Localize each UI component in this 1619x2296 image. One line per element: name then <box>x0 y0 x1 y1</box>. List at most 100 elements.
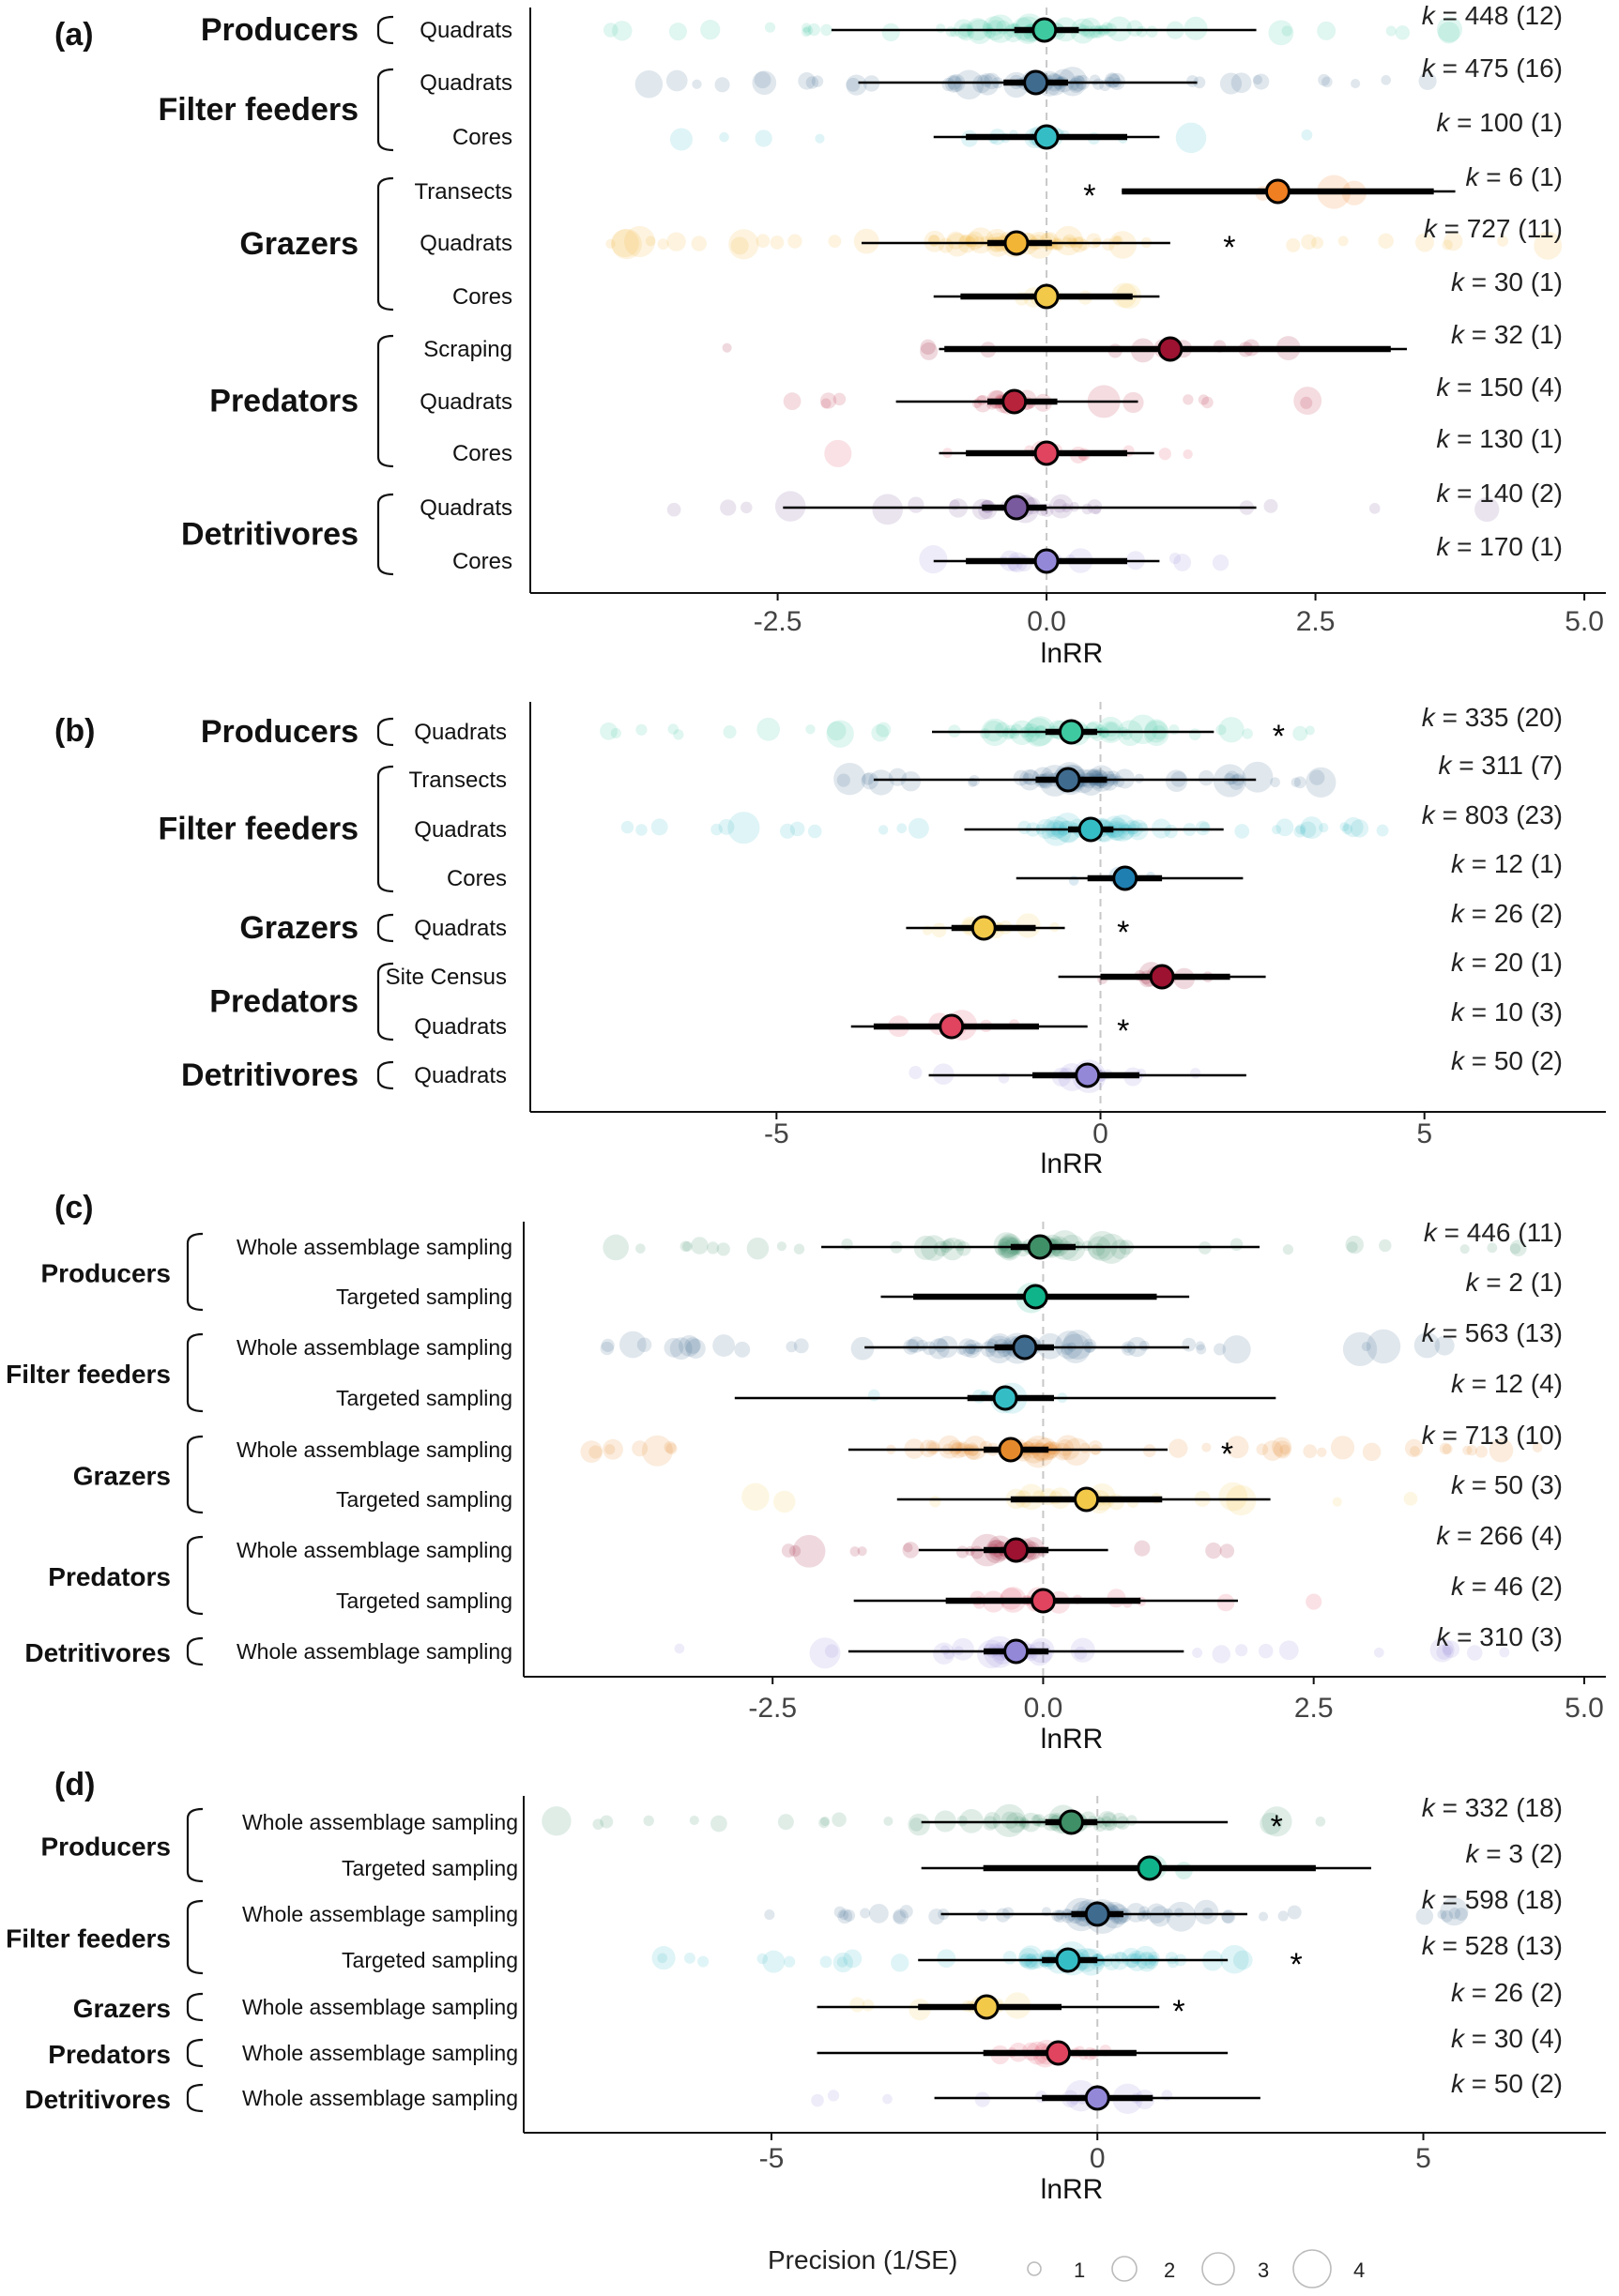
effect-size-point <box>1214 1343 1227 1356</box>
group-bracket <box>186 2083 204 2113</box>
effect-size-point <box>833 1906 847 1919</box>
effect-size-point <box>1000 1811 1019 1830</box>
group-label: Producers <box>41 1259 172 1288</box>
effect-size-point <box>849 1546 861 1557</box>
x-tick-label: -2.5 <box>754 606 802 637</box>
effect-size-point <box>850 1336 875 1361</box>
effect-size-point <box>987 20 1004 36</box>
k-annotation: k = 448 (12) <box>1422 1 1563 30</box>
legend-label-3: 3 <box>1258 2258 1269 2282</box>
effect-size-point <box>933 1338 948 1353</box>
effect-size-point <box>665 1442 678 1455</box>
effect-size-point <box>1299 821 1317 839</box>
effect-size-point <box>976 395 987 405</box>
effect-size-point <box>1268 20 1294 46</box>
effect-row <box>764 1897 1469 1934</box>
row-label: Targeted sampling <box>336 1589 512 1613</box>
effect-size-point <box>1509 1239 1527 1257</box>
x-tick-label: 5 <box>1415 2143 1431 2174</box>
effect-size-point <box>1347 1241 1358 1253</box>
effect-size-point <box>811 2093 824 2107</box>
effect-size-point <box>1317 21 1336 40</box>
effect-size-point <box>837 1908 853 1924</box>
effect-size-point <box>728 229 759 260</box>
effect-size-point <box>714 77 730 93</box>
effect-size-point <box>805 724 816 735</box>
group-bracket <box>376 68 394 152</box>
effect-size-point <box>1195 1341 1205 1351</box>
effect-size-point <box>612 21 633 41</box>
significance-asterisk: * <box>1172 1994 1184 2030</box>
effect-size-point <box>650 818 668 836</box>
k-annotation: k = 803 (23) <box>1422 800 1563 829</box>
effect-size-point <box>1499 1647 1510 1658</box>
effect-row <box>909 1059 1246 1093</box>
effect-size-point <box>998 1237 1021 1261</box>
effect-size-point <box>936 23 946 34</box>
effect-size-point <box>719 131 729 143</box>
effect-size-point <box>764 22 776 33</box>
mean-effect-point <box>1033 440 1060 466</box>
effect-size-point <box>1048 494 1074 519</box>
effect-size-point <box>689 1816 699 1826</box>
effect-size-point <box>1261 1806 1292 1837</box>
effect-size-point <box>802 23 812 33</box>
effect-size-point <box>600 722 618 740</box>
effect-size-point <box>716 1242 730 1256</box>
effect-size-point <box>601 1338 615 1352</box>
mean-effect-point <box>1033 124 1060 150</box>
row-label: Targeted sampling <box>336 1285 512 1309</box>
effect-size-point <box>1079 17 1102 39</box>
effect-size-point <box>1301 129 1313 141</box>
mean-effect-point <box>1157 336 1184 362</box>
effect-size-point <box>846 77 861 92</box>
effect-size-point <box>1343 816 1364 838</box>
effect-size-point <box>1220 1944 1249 1974</box>
panel-letter: (c) <box>54 1190 94 1225</box>
effect-size-point <box>973 395 992 413</box>
group-bracket <box>186 1332 204 1413</box>
mean-effect-point <box>1003 230 1030 256</box>
group-label: Predators <box>209 384 359 419</box>
group-label: Detritivores <box>181 1057 359 1093</box>
effect-size-point <box>669 128 693 151</box>
effect-size-point <box>1441 1909 1453 1923</box>
row-label: Targeted sampling <box>336 1487 512 1512</box>
effect-size-point <box>1125 1902 1146 1923</box>
effect-size-point <box>1229 774 1245 790</box>
effect-size-point <box>967 19 992 44</box>
effect-size-point <box>603 1438 623 1460</box>
group-label: Producers <box>41 1832 172 1862</box>
effect-row <box>783 385 1322 418</box>
effect-size-point <box>1277 1910 1289 1922</box>
k-annotation: k = 20 (1) <box>1451 948 1563 977</box>
effect-size-point <box>1110 1239 1131 1259</box>
effect-size-point <box>793 1243 805 1254</box>
effect-size-point <box>1242 761 1274 793</box>
effect-size-point <box>1104 722 1119 737</box>
effect-size-point <box>792 1534 826 1568</box>
effect-size-point <box>1126 1815 1138 1826</box>
effect-size-point <box>793 1338 809 1354</box>
effect-size-point <box>1350 819 1369 838</box>
effect-size-point <box>1260 1812 1282 1835</box>
k-annotation: k = 12 (4) <box>1451 1369 1563 1398</box>
panel-4: (d) * Whole assemblage sampling k = 332 (18… <box>6 1767 1606 2205</box>
effect-size-point <box>734 1341 751 1358</box>
effect-size-point <box>1291 777 1302 787</box>
effect-size-point <box>679 1335 700 1357</box>
row-label: Quadrats <box>420 231 512 256</box>
effect-size-point <box>1095 1233 1127 1264</box>
effect-size-point <box>723 725 737 739</box>
effect-size-point <box>919 1439 938 1458</box>
x-tick-label: 5.0 <box>1565 1693 1604 1724</box>
effect-size-point <box>809 1637 841 1669</box>
effect-size-point <box>1055 1435 1081 1461</box>
effect-size-point <box>1149 1906 1171 1927</box>
effect-size-point <box>1057 1438 1075 1456</box>
effect-size-point <box>777 1814 794 1831</box>
effect-size-point <box>903 1543 913 1553</box>
effect-size-point <box>976 72 1000 96</box>
effect-size-point <box>968 227 994 254</box>
effect-size-point <box>820 23 832 37</box>
